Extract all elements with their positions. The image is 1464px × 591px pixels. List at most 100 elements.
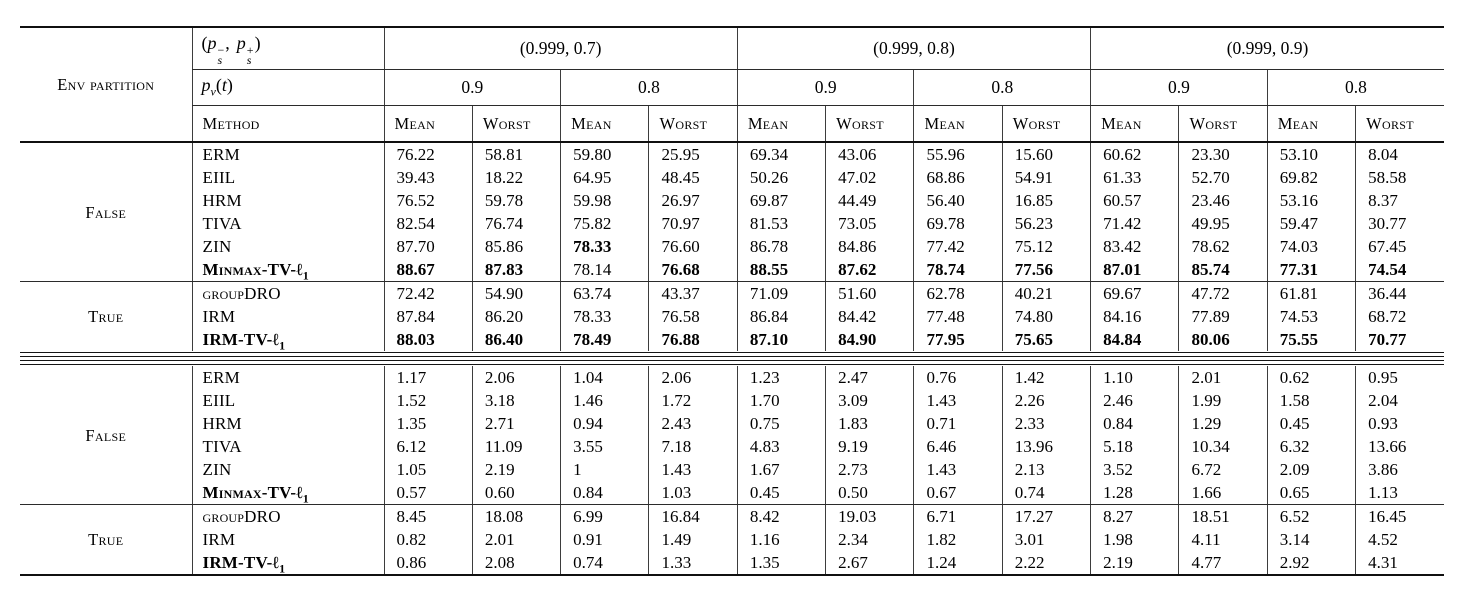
value-cell: 87.84 [383, 305, 473, 328]
value-cell: 51.60 [825, 281, 914, 305]
value-cell: 18.22 [471, 166, 561, 189]
value-cell: 0.91 [560, 528, 649, 551]
value-cell: 2.08 [471, 551, 561, 575]
value-cell: 16.84 [648, 504, 738, 528]
env-partition-header: Env partition [20, 27, 192, 143]
value-cell: 85.74 [1178, 258, 1268, 282]
value-cell: 1.24 [913, 551, 1003, 575]
value-cell: 0.84 [560, 481, 649, 505]
value-cell: 13.66 [1355, 435, 1444, 458]
value-cell: 0.57 [383, 481, 473, 505]
value-cell: 2.01 [471, 528, 561, 551]
table-row: False ERM 1.17 2.06 1.04 2.06 1.23 2.47 0.76 1.42… [20, 366, 1444, 505]
method-name: groupDRO [191, 281, 384, 305]
method-name: HRM [191, 412, 384, 435]
value-cell: 1.13 [1355, 481, 1444, 505]
pv-value-header: 0.8 [1266, 69, 1444, 106]
value-cell: 2.04 [1355, 389, 1444, 412]
value-cell: 1.99 [1178, 389, 1268, 412]
value-cell: 1.98 [1090, 528, 1179, 551]
value-cell: 8.04 [1355, 142, 1444, 166]
value-cell: 74.80 [1001, 305, 1091, 328]
value-cell: 4.52 [1355, 528, 1444, 551]
table-row: TIVA 82.54 76.74 75.82 70.97 81.53 73.05 69.78 5… [20, 212, 1444, 235]
value-cell: 23.46 [1178, 189, 1268, 212]
metric-header: Worst [1355, 105, 1444, 143]
value-cell: 0.94 [560, 412, 649, 435]
value-cell: 1.82 [913, 528, 1003, 551]
value-cell: 53.16 [1266, 189, 1356, 212]
value-cell: 1.28 [1090, 481, 1179, 505]
value-cell: 8.37 [1355, 189, 1444, 212]
value-cell: 0.45 [1266, 412, 1356, 435]
table-row: False ERM 76.22 58.81 59.80 25.95 69.34 43.06 55… [20, 142, 1444, 282]
table-row: IRM-TV-ℓ1 88.03 86.40 78.49 76.88 87.10 84.90 7… [20, 328, 1444, 351]
value-cell: 76.58 [648, 305, 738, 328]
pv-value-header: 0.9 [383, 69, 561, 106]
method-name: EIIL [191, 166, 384, 189]
value-cell: 1.33 [648, 551, 738, 575]
value-cell: 84.86 [825, 235, 914, 258]
value-cell: 1 [560, 458, 649, 481]
group-header-3: (0.999, 0.9) [1090, 27, 1444, 70]
value-cell: 1.03 [648, 481, 738, 505]
value-cell: 1.67 [736, 458, 826, 481]
env-partition-value: False [20, 366, 192, 505]
value-cell: 53.10 [1266, 142, 1356, 166]
value-cell: 47.02 [825, 166, 914, 189]
value-cell: 59.98 [560, 189, 649, 212]
value-cell: 86.20 [471, 305, 561, 328]
value-cell: 0.67 [913, 481, 1003, 505]
method-name: EIIL [191, 389, 384, 412]
value-cell: 19.03 [825, 504, 914, 528]
value-cell: 69.78 [913, 212, 1003, 235]
ps-pair-header: (p − s, p + s) [191, 27, 384, 70]
value-cell: 58.81 [471, 142, 561, 166]
metric-header: Mean [913, 105, 1003, 143]
value-cell: 1.23 [736, 366, 826, 389]
value-cell: 1.17 [383, 366, 473, 389]
value-cell: 0.62 [1266, 366, 1356, 389]
value-cell: 58.58 [1355, 166, 1444, 189]
group-header-1: (0.999, 0.7) [383, 27, 738, 70]
double-rule-line [20, 360, 1444, 365]
metric-header: Mean [383, 105, 473, 143]
value-cell: 55.96 [913, 142, 1003, 166]
value-cell: 3.09 [825, 389, 914, 412]
value-cell: 88.67 [383, 258, 473, 282]
value-cell: 1.04 [560, 366, 649, 389]
env-partition-value: True [88, 530, 124, 549]
value-cell: 77.56 [1001, 258, 1091, 282]
value-cell: 16.45 [1355, 504, 1444, 528]
value-cell: 30.77 [1355, 212, 1444, 235]
value-cell: 82.54 [383, 212, 473, 235]
value-cell: 11.09 [471, 435, 561, 458]
metric-header: Worst [648, 105, 738, 143]
value-cell: 0.95 [1355, 366, 1444, 389]
value-cell: 83.42 [1090, 235, 1179, 258]
ps-minus-sub: − s [217, 42, 225, 67]
value-cell: 2.22 [1001, 551, 1091, 575]
value-cell: 2.19 [471, 458, 561, 481]
value-cell: 87.70 [383, 235, 473, 258]
table-row: HRM 76.52 59.78 59.98 26.97 69.87 44.49 56.40 16… [20, 189, 1444, 212]
value-cell: 70.97 [648, 212, 738, 235]
value-cell: 1.83 [825, 412, 914, 435]
method-name: ZIN [191, 235, 384, 258]
results-table: Env partition (p − s, p + s) (0.999, 0.7) (0.… [20, 26, 1444, 576]
value-cell: 44.49 [825, 189, 914, 212]
value-cell: 40.21 [1001, 281, 1091, 305]
value-cell: 74.53 [1266, 305, 1356, 328]
value-cell: 78.74 [913, 258, 1003, 282]
value-cell: 4.11 [1178, 528, 1268, 551]
value-cell: 78.49 [560, 328, 649, 351]
value-cell: 26.97 [648, 189, 738, 212]
header-row-ps: Env partition (p − s, p + s) (0.999, 0.7) (0.… [20, 27, 1444, 143]
value-cell: 77.95 [913, 328, 1003, 351]
value-cell: 18.08 [471, 504, 561, 528]
value-cell: 52.70 [1178, 166, 1268, 189]
value-cell: 0.75 [736, 412, 826, 435]
value-cell: 16.85 [1001, 189, 1091, 212]
table-header: Env partition (p − s, p + s) (0.999, 0.7) (0.… [20, 27, 1444, 143]
value-cell: 2.26 [1001, 389, 1091, 412]
